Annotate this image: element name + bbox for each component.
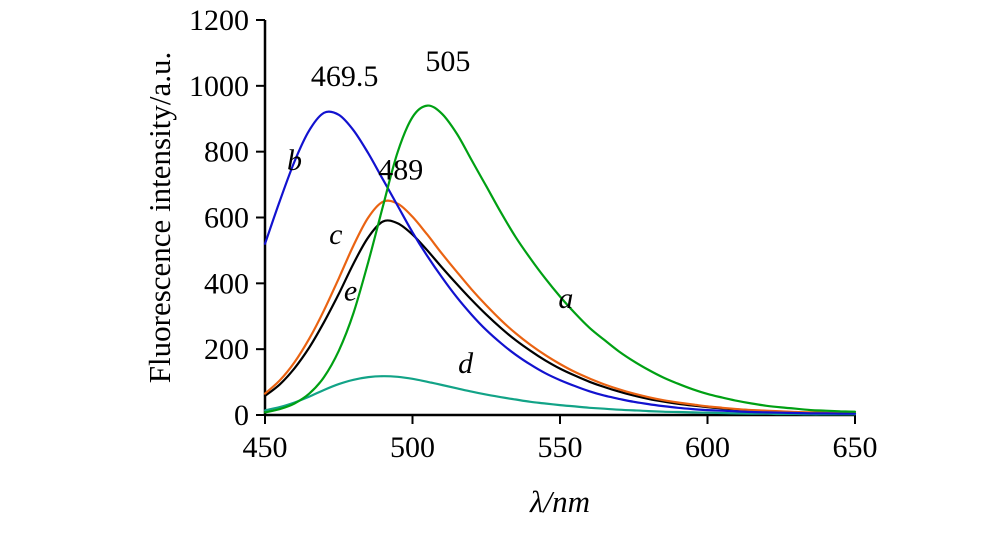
curve-d xyxy=(263,375,857,416)
x-axis-title: λ/nm xyxy=(529,484,590,519)
curve-letter-c: c xyxy=(329,218,342,251)
y-tick-label: 0 xyxy=(234,399,249,432)
y-tick-label: 1200 xyxy=(189,4,249,37)
curve-letter-b: b xyxy=(287,144,302,177)
x-tick-label: 550 xyxy=(538,431,583,464)
curve-letter-d: d xyxy=(458,347,474,380)
y-tick-label: 200 xyxy=(204,333,249,366)
curve-letter-e: e xyxy=(344,274,357,307)
x-tick-label: 600 xyxy=(685,431,730,464)
peak-label-505: 505 xyxy=(425,45,470,78)
x-tick-label: 500 xyxy=(390,431,435,464)
curve-b xyxy=(263,110,857,415)
y-tick-label: 400 xyxy=(204,267,249,300)
y-tick-label: 800 xyxy=(204,136,249,169)
x-tick-label: 450 xyxy=(243,431,288,464)
peak-label-489: 489 xyxy=(378,154,423,187)
curve-e xyxy=(263,219,857,415)
y-axis-title: Fluorescence intensity/a.u. xyxy=(142,52,177,383)
curve-c xyxy=(263,199,857,415)
y-tick-label: 600 xyxy=(204,202,249,235)
peak-label-469.5: 469.5 xyxy=(311,60,379,93)
curve-letter-a: a xyxy=(558,282,573,315)
y-tick-label: 1000 xyxy=(189,70,249,103)
curve-a xyxy=(263,104,857,414)
x-tick-label: 650 xyxy=(833,431,878,464)
